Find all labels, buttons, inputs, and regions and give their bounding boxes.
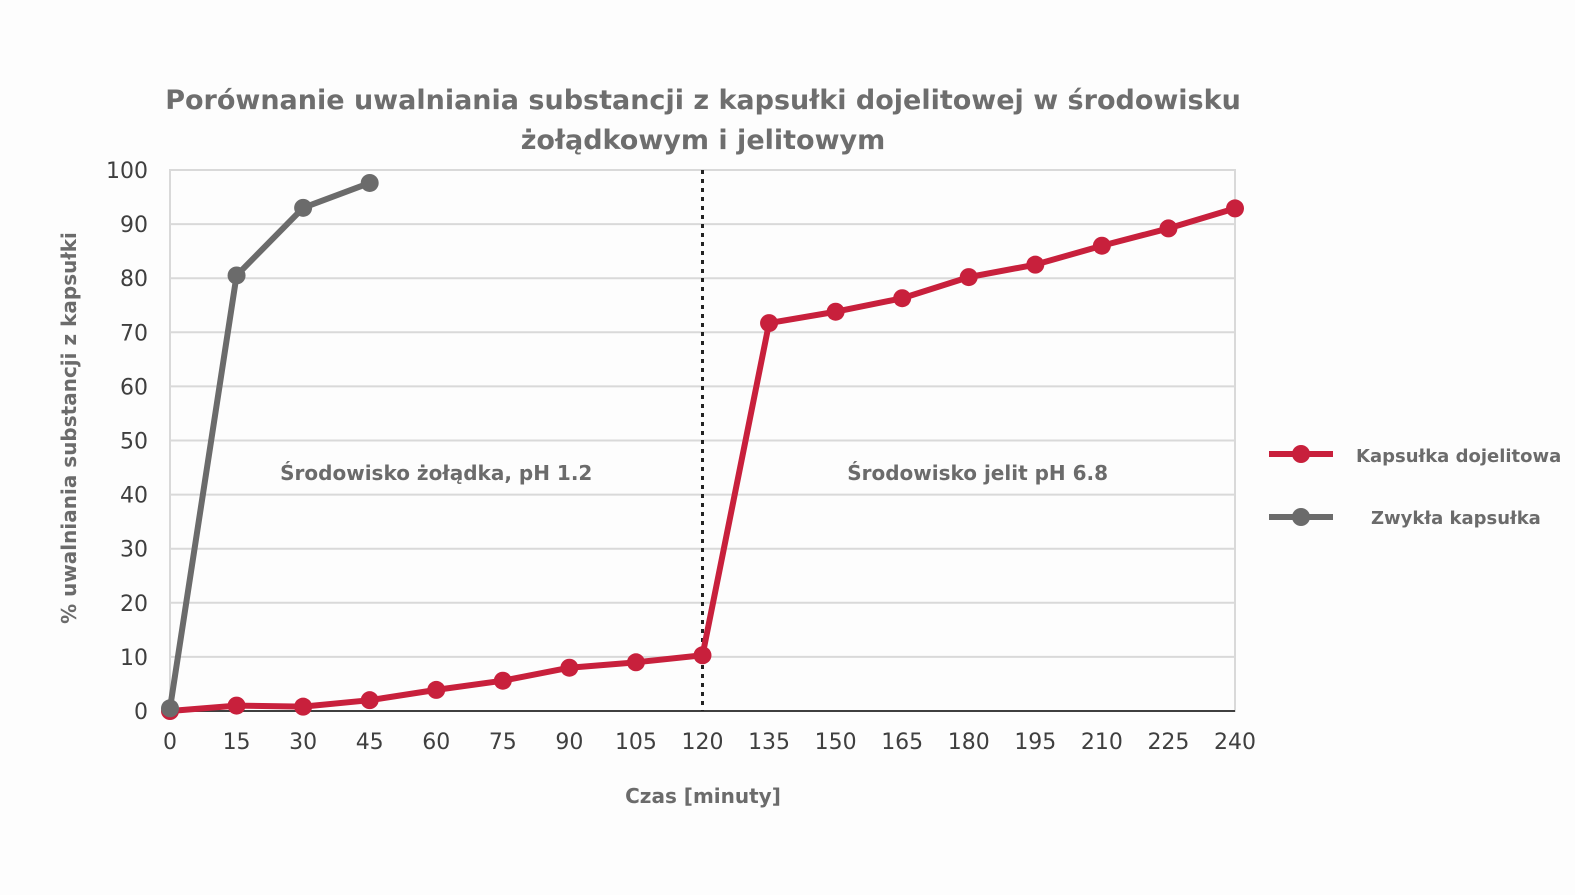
y-tick-label-90: 90 <box>120 213 148 238</box>
legend-item-enteric: Kapsułka dojelitowa <box>1269 445 1561 467</box>
x-tick-label-165: 165 <box>881 730 923 755</box>
x-axis-ticks: 0 15 30 45 60 75 90 105 120 135 150 165 180 195 210 225… <box>163 730 1256 755</box>
series-1-point-1 <box>227 266 246 285</box>
y-tick-label-50: 50 <box>120 430 148 455</box>
series-0-point-10 <box>826 302 845 321</box>
x-tick-label-15: 15 <box>223 730 251 755</box>
series-1 <box>161 173 379 718</box>
x-tick-label-120: 120 <box>682 730 724 755</box>
series-1-point-2 <box>294 198 313 217</box>
x-axis-label: Czas [minuty] <box>625 784 781 808</box>
x-tick-label-195: 195 <box>1014 730 1056 755</box>
series-0-point-9 <box>760 314 779 333</box>
series-0-point-2 <box>294 697 313 716</box>
series-0-point-7 <box>626 653 645 672</box>
x-tick-label-240: 240 <box>1214 730 1256 755</box>
x-tick-label-105: 105 <box>615 730 657 755</box>
y-tick-label-70: 70 <box>120 321 148 346</box>
x-tick-label-180: 180 <box>948 730 990 755</box>
y-tick-label-60: 60 <box>120 375 148 400</box>
region-label-stomach: Środowisko żołądka, pH 1.2 <box>280 461 592 485</box>
region-label-intestine: Środowisko jelit pH 6.8 <box>847 461 1108 485</box>
y-tick-label-100: 100 <box>106 159 148 184</box>
y-tick-label-10: 10 <box>120 646 148 671</box>
x-tick-label-60: 60 <box>422 730 450 755</box>
series-0-point-11 <box>893 289 912 308</box>
series-0-point-3 <box>360 691 379 710</box>
x-tick-label-75: 75 <box>489 730 517 755</box>
y-tick-label-30: 30 <box>120 538 148 563</box>
series-0-point-12 <box>959 268 978 287</box>
y-tick-label-80: 80 <box>120 267 148 292</box>
y-axis-ticks: 0 10 20 30 40 50 60 70 80 90 100 <box>106 159 148 725</box>
series-0-point-8 <box>693 646 712 665</box>
x-tick-label-135: 135 <box>748 730 790 755</box>
legend-marker-enteric <box>1292 445 1310 463</box>
series-0 <box>161 199 1244 720</box>
x-tick-label-45: 45 <box>356 730 384 755</box>
x-tick-label-90: 90 <box>555 730 583 755</box>
x-tick-label-210: 210 <box>1081 730 1123 755</box>
series-0-point-16 <box>1226 199 1244 218</box>
x-tick-label-0: 0 <box>163 730 177 755</box>
series-1-point-3 <box>360 173 379 192</box>
legend-marker-regular <box>1292 508 1310 526</box>
y-tick-label-20: 20 <box>120 592 148 617</box>
y-tick-label-0: 0 <box>134 700 148 725</box>
chart-title-line1: Porównanie uwalniania substancji z kapsu… <box>165 85 1241 116</box>
series-layer <box>161 173 1244 720</box>
x-tick-label-150: 150 <box>815 730 857 755</box>
series-1-point-0 <box>161 699 179 718</box>
series-line-1 <box>167 179 373 712</box>
legend-label-regular: Zwykła kapsułka <box>1371 508 1541 529</box>
series-0-point-4 <box>427 680 446 699</box>
series-0-point-1 <box>227 696 246 715</box>
series-0-point-6 <box>560 658 579 677</box>
legend: Kapsułka dojelitowa Zwykła kapsułka <box>1269 445 1561 529</box>
legend-label-enteric: Kapsułka dojelitowa <box>1356 446 1561 467</box>
chart-title-line2: żołądkowym i jelitowym <box>521 125 886 156</box>
y-tick-label-40: 40 <box>120 484 148 509</box>
x-tick-label-225: 225 <box>1147 730 1189 755</box>
legend-item-regular: Zwykła kapsułka <box>1269 508 1541 529</box>
y-axis-label: % uwalniania substancji z kapsułki <box>57 232 81 624</box>
x-tick-label-30: 30 <box>289 730 317 755</box>
series-0-point-15 <box>1159 219 1178 238</box>
series-0-point-13 <box>1026 255 1045 274</box>
series-0-point-5 <box>493 671 512 690</box>
series-0-point-14 <box>1092 236 1111 255</box>
